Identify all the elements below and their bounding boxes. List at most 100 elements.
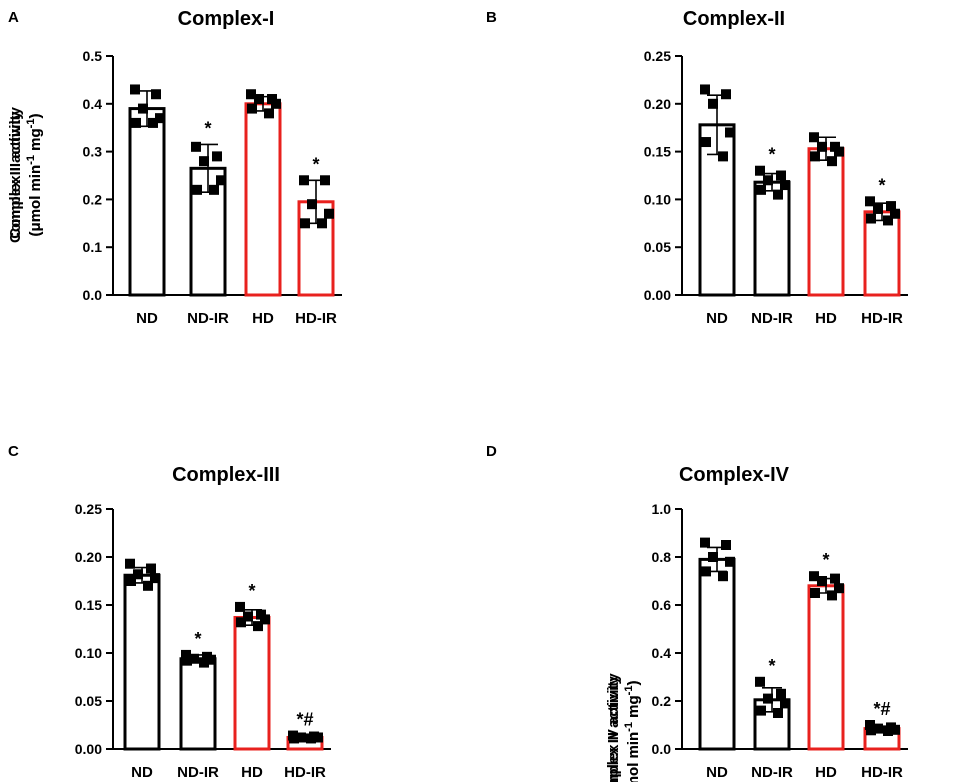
data-point [763, 175, 773, 186]
data-point [817, 576, 827, 586]
data-point [883, 726, 893, 736]
bar-HD [807, 584, 845, 751]
data-point [206, 654, 216, 665]
data-point [834, 146, 844, 157]
y-tick-label: 0.00 [644, 287, 671, 303]
data-point [883, 215, 893, 226]
data-point [181, 649, 191, 660]
y-axis-label: Complex I activity (μmol min-1 mg-1) [7, 111, 44, 239]
data-point [243, 611, 253, 622]
data-point [725, 127, 735, 138]
x-tick-label: HD [815, 764, 837, 781]
data-point [192, 184, 202, 195]
data-point [834, 583, 844, 594]
data-point [299, 175, 309, 186]
data-point [701, 137, 711, 148]
y-tick-label: 0.0 [83, 287, 103, 303]
data-point [130, 84, 140, 95]
x-tick-label: ND [706, 310, 728, 327]
data-point [776, 688, 786, 699]
data-point [756, 705, 766, 716]
x-tick-label: HD-IR [284, 764, 326, 781]
y-tick-label: 0.5 [83, 48, 103, 64]
data-point [890, 208, 900, 219]
bar-HD-IR [863, 210, 901, 297]
data-point [306, 733, 316, 744]
data-point [209, 184, 219, 195]
x-tick-label: HD-IR [861, 310, 903, 327]
data-point [763, 693, 773, 704]
data-point [151, 89, 161, 100]
y-tick-label: 0.2 [652, 693, 672, 709]
data-point [253, 621, 263, 632]
data-point [827, 156, 837, 167]
data-point [247, 103, 257, 114]
x-tick-label: ND-IR [751, 764, 793, 781]
chart-title: Complex-I [178, 8, 275, 30]
bar-ND-IR [179, 657, 217, 751]
data-point [289, 733, 299, 744]
data-point [125, 558, 135, 569]
x-tick-label: ND [706, 764, 728, 781]
data-point [700, 84, 710, 95]
data-point [199, 657, 209, 668]
data-point [865, 196, 875, 207]
data-point [254, 94, 264, 105]
data-point [235, 601, 245, 612]
significance-marker: * [768, 656, 775, 676]
data-point [216, 175, 226, 186]
data-point [246, 89, 256, 100]
panel-A: A Complex-I Complex I activity (μmol min-1 … [7, 8, 342, 327]
panel-letter: D [486, 443, 497, 460]
data-point [138, 103, 148, 114]
y-tick-label: 0.10 [75, 645, 102, 661]
significance-marker: * [822, 550, 829, 570]
data-point [131, 117, 141, 128]
data-point [721, 89, 731, 100]
data-point [199, 156, 209, 167]
x-tick-label: HD-IR [295, 310, 337, 327]
y-tick-label: 0.4 [83, 96, 103, 112]
data-point [725, 556, 735, 567]
data-point [865, 720, 875, 730]
data-point [189, 653, 199, 664]
significance-marker: * [204, 118, 211, 138]
bar-ND [698, 557, 736, 751]
y-tick-label: 0.10 [644, 191, 671, 207]
data-point [271, 98, 281, 109]
panel-letter: A [8, 9, 19, 26]
bar-HD [233, 615, 271, 751]
data-point [873, 723, 883, 734]
y-tick-label: 0.0 [652, 741, 672, 757]
data-point [809, 132, 819, 143]
y-tick-label: 0.15 [644, 144, 671, 160]
chart-title: Complex-III [172, 464, 280, 486]
data-point [780, 698, 790, 709]
y-axis-label: Complex II activity (μmol min-1 mg-1) [605, 675, 642, 782]
data-point [773, 189, 783, 200]
y-tick-label: 0.25 [75, 501, 102, 517]
y-tick-label: 0.4 [652, 645, 672, 661]
data-point [700, 537, 710, 548]
data-point [756, 184, 766, 195]
data-point [866, 725, 876, 736]
y-tick-label: 1.0 [652, 501, 672, 517]
data-point [182, 655, 192, 666]
y-tick-label: 0.6 [652, 597, 672, 613]
y-tick-label: 0.1 [83, 239, 103, 255]
bar-ND [123, 573, 161, 751]
y-tick-label: 0.25 [644, 48, 671, 64]
data-point [300, 218, 310, 229]
y-axis-label: Complex IV activity (μmol min-1 mg-1) [605, 673, 642, 782]
panel-B: B Complex-II Complex II activity (μmol min-… [486, 8, 908, 782]
data-point [146, 563, 156, 574]
data-point [701, 566, 711, 577]
data-point [721, 540, 731, 550]
y-tick-label: 0.3 [83, 144, 103, 160]
bar-HD [244, 102, 282, 297]
significance-marker: *# [873, 699, 890, 719]
x-tick-label: HD [815, 310, 837, 327]
bar-HD [807, 147, 845, 297]
bar-ND-IR [753, 180, 791, 297]
